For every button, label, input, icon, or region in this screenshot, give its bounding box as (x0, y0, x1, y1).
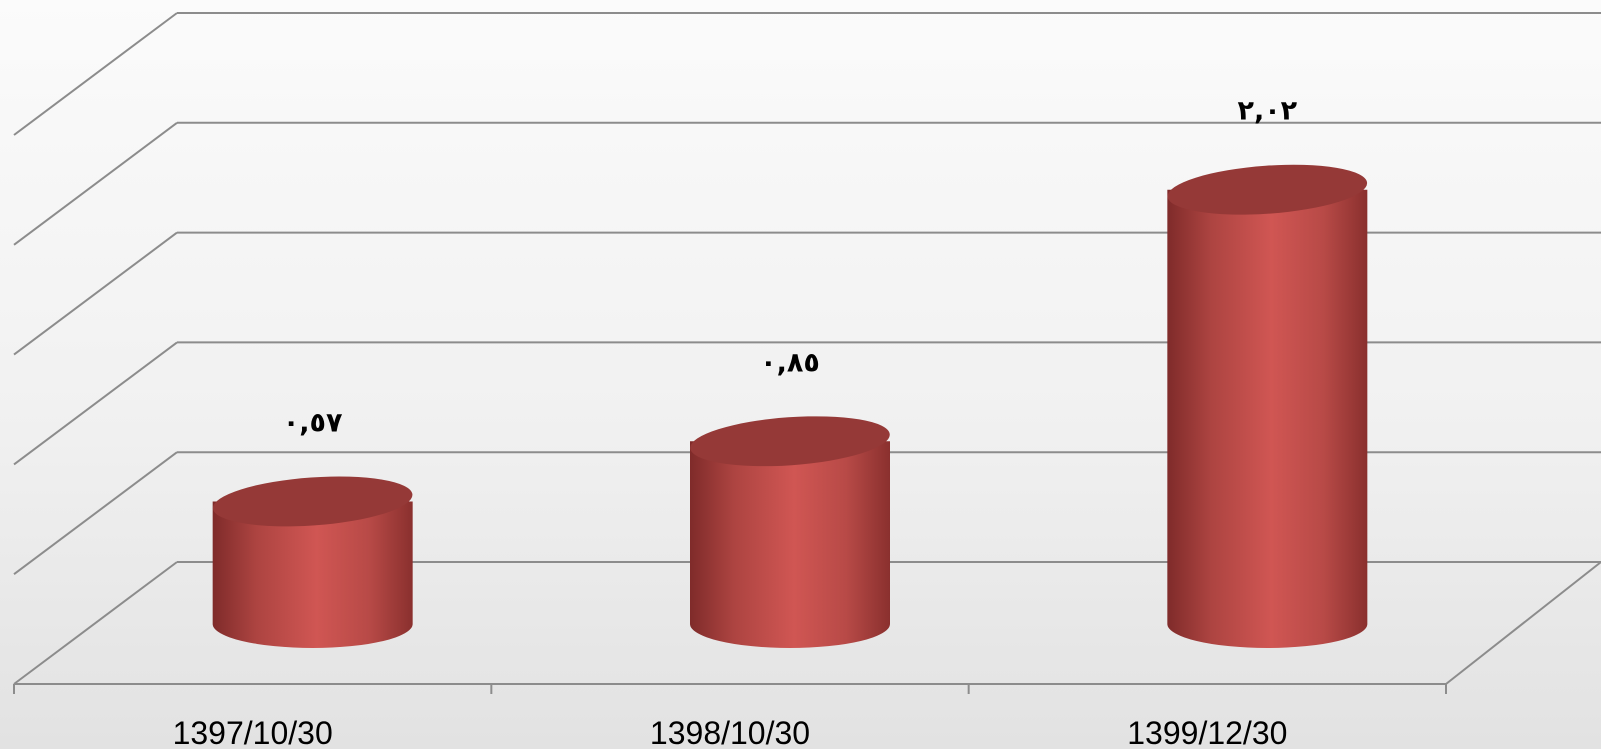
x-tick-label: 1397/10/30 (173, 715, 333, 749)
bar-top (690, 416, 890, 467)
x-tick-labels: 1397/10/30 1398/10/30 1399/12/30 (173, 715, 1288, 749)
side-gridline (13, 561, 178, 685)
side-gridline (13, 121, 178, 246)
data-label: ٠,٨٥ (760, 347, 820, 378)
gridlines (13, 12, 1601, 685)
bar (690, 416, 890, 648)
side-gridline (13, 231, 178, 356)
data-label: ٠,٥٧ (283, 407, 343, 438)
bar-body (1167, 189, 1368, 648)
bar-body (690, 441, 890, 648)
x-tick-label: 1399/12/30 (1127, 715, 1287, 749)
x-tick-label: 1398/10/30 (650, 715, 810, 749)
floor-edge (1445, 561, 1601, 685)
bar (1167, 164, 1368, 648)
x-axis (13, 683, 1447, 694)
bar-top (212, 476, 413, 527)
side-gridline (13, 451, 178, 576)
bar-body (212, 501, 413, 648)
data-label: ٢,٠٢ (1237, 96, 1297, 127)
side-gridline (13, 12, 178, 136)
bar-top (1167, 164, 1368, 215)
bars (212, 164, 1368, 648)
data-labels: ٠,٥٧ ٠,٨٥ ٢,٠٢ (283, 96, 1298, 439)
side-gridline (13, 341, 178, 466)
bar (212, 476, 413, 648)
